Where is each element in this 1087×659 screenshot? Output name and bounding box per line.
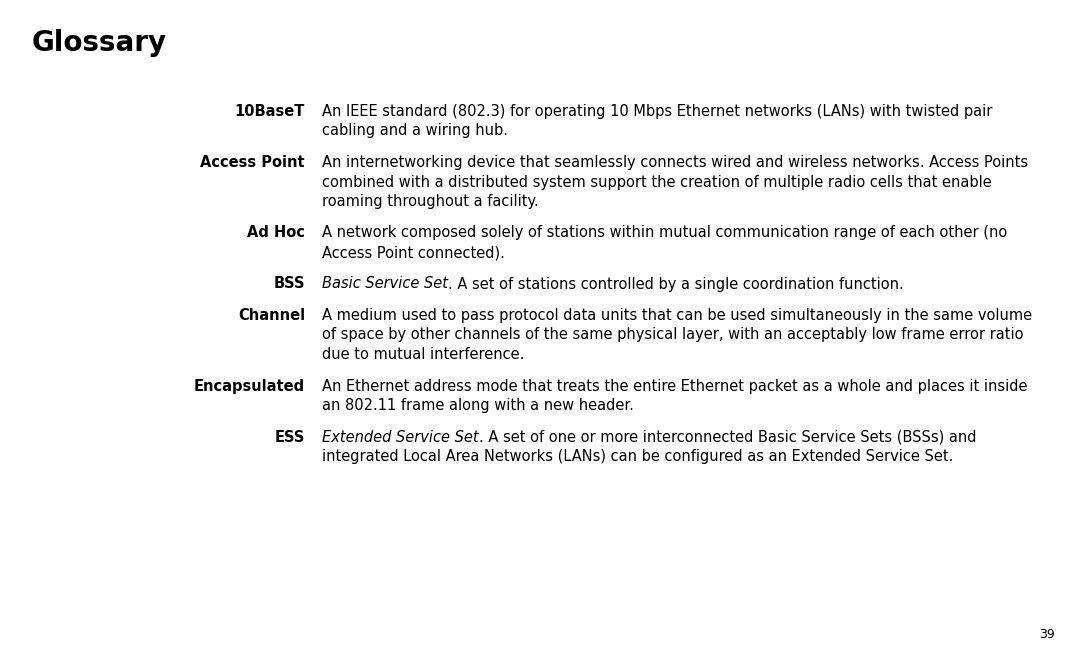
Text: roaming throughout a facility.: roaming throughout a facility. xyxy=(322,194,539,209)
Text: ESS: ESS xyxy=(275,430,305,445)
Text: An Ethernet address mode that treats the entire Ethernet packet as a whole and p: An Ethernet address mode that treats the… xyxy=(322,378,1027,393)
Text: cabling and a wiring hub.: cabling and a wiring hub. xyxy=(322,123,508,138)
Text: . A set of stations controlled by a single coordination function.: . A set of stations controlled by a sing… xyxy=(448,277,903,291)
Text: due to mutual interference.: due to mutual interference. xyxy=(322,347,524,362)
Text: 10BaseT: 10BaseT xyxy=(235,104,305,119)
Text: Encapsulated: Encapsulated xyxy=(193,378,305,393)
Text: integrated Local Area Networks (LANs) can be configured as an Extended Service S: integrated Local Area Networks (LANs) ca… xyxy=(322,449,953,464)
Text: 39: 39 xyxy=(1039,628,1055,641)
Text: An IEEE standard (802.3) for operating 10 Mbps Ethernet networks (LANs) with twi: An IEEE standard (802.3) for operating 1… xyxy=(322,104,992,119)
Text: of space by other channels of the same physical layer, with an acceptably low fr: of space by other channels of the same p… xyxy=(322,328,1024,343)
Text: A medium used to pass protocol data units that can be used simultaneously in the: A medium used to pass protocol data unit… xyxy=(322,308,1033,323)
Text: BSS: BSS xyxy=(274,277,305,291)
Text: Extended Service Set: Extended Service Set xyxy=(322,430,478,445)
Text: Access Point connected).: Access Point connected). xyxy=(322,245,504,260)
Text: . A set of one or more interconnected Basic Service Sets (BSSs) and: . A set of one or more interconnected Ba… xyxy=(478,430,976,445)
Text: Access Point: Access Point xyxy=(200,155,305,170)
Text: Glossary: Glossary xyxy=(32,29,167,57)
Text: A network composed solely of stations within mutual communication range of each : A network composed solely of stations wi… xyxy=(322,225,1008,241)
Text: An internetworking device that seamlessly connects wired and wireless networks. : An internetworking device that seamlessl… xyxy=(322,155,1028,170)
Text: Channel: Channel xyxy=(238,308,305,323)
Text: Ad Hoc: Ad Hoc xyxy=(247,225,305,241)
Text: an 802.11 frame along with a new header.: an 802.11 frame along with a new header. xyxy=(322,398,634,413)
Text: Basic Service Set: Basic Service Set xyxy=(322,277,448,291)
Text: combined with a distributed system support the creation of multiple radio cells : combined with a distributed system suppo… xyxy=(322,175,991,190)
